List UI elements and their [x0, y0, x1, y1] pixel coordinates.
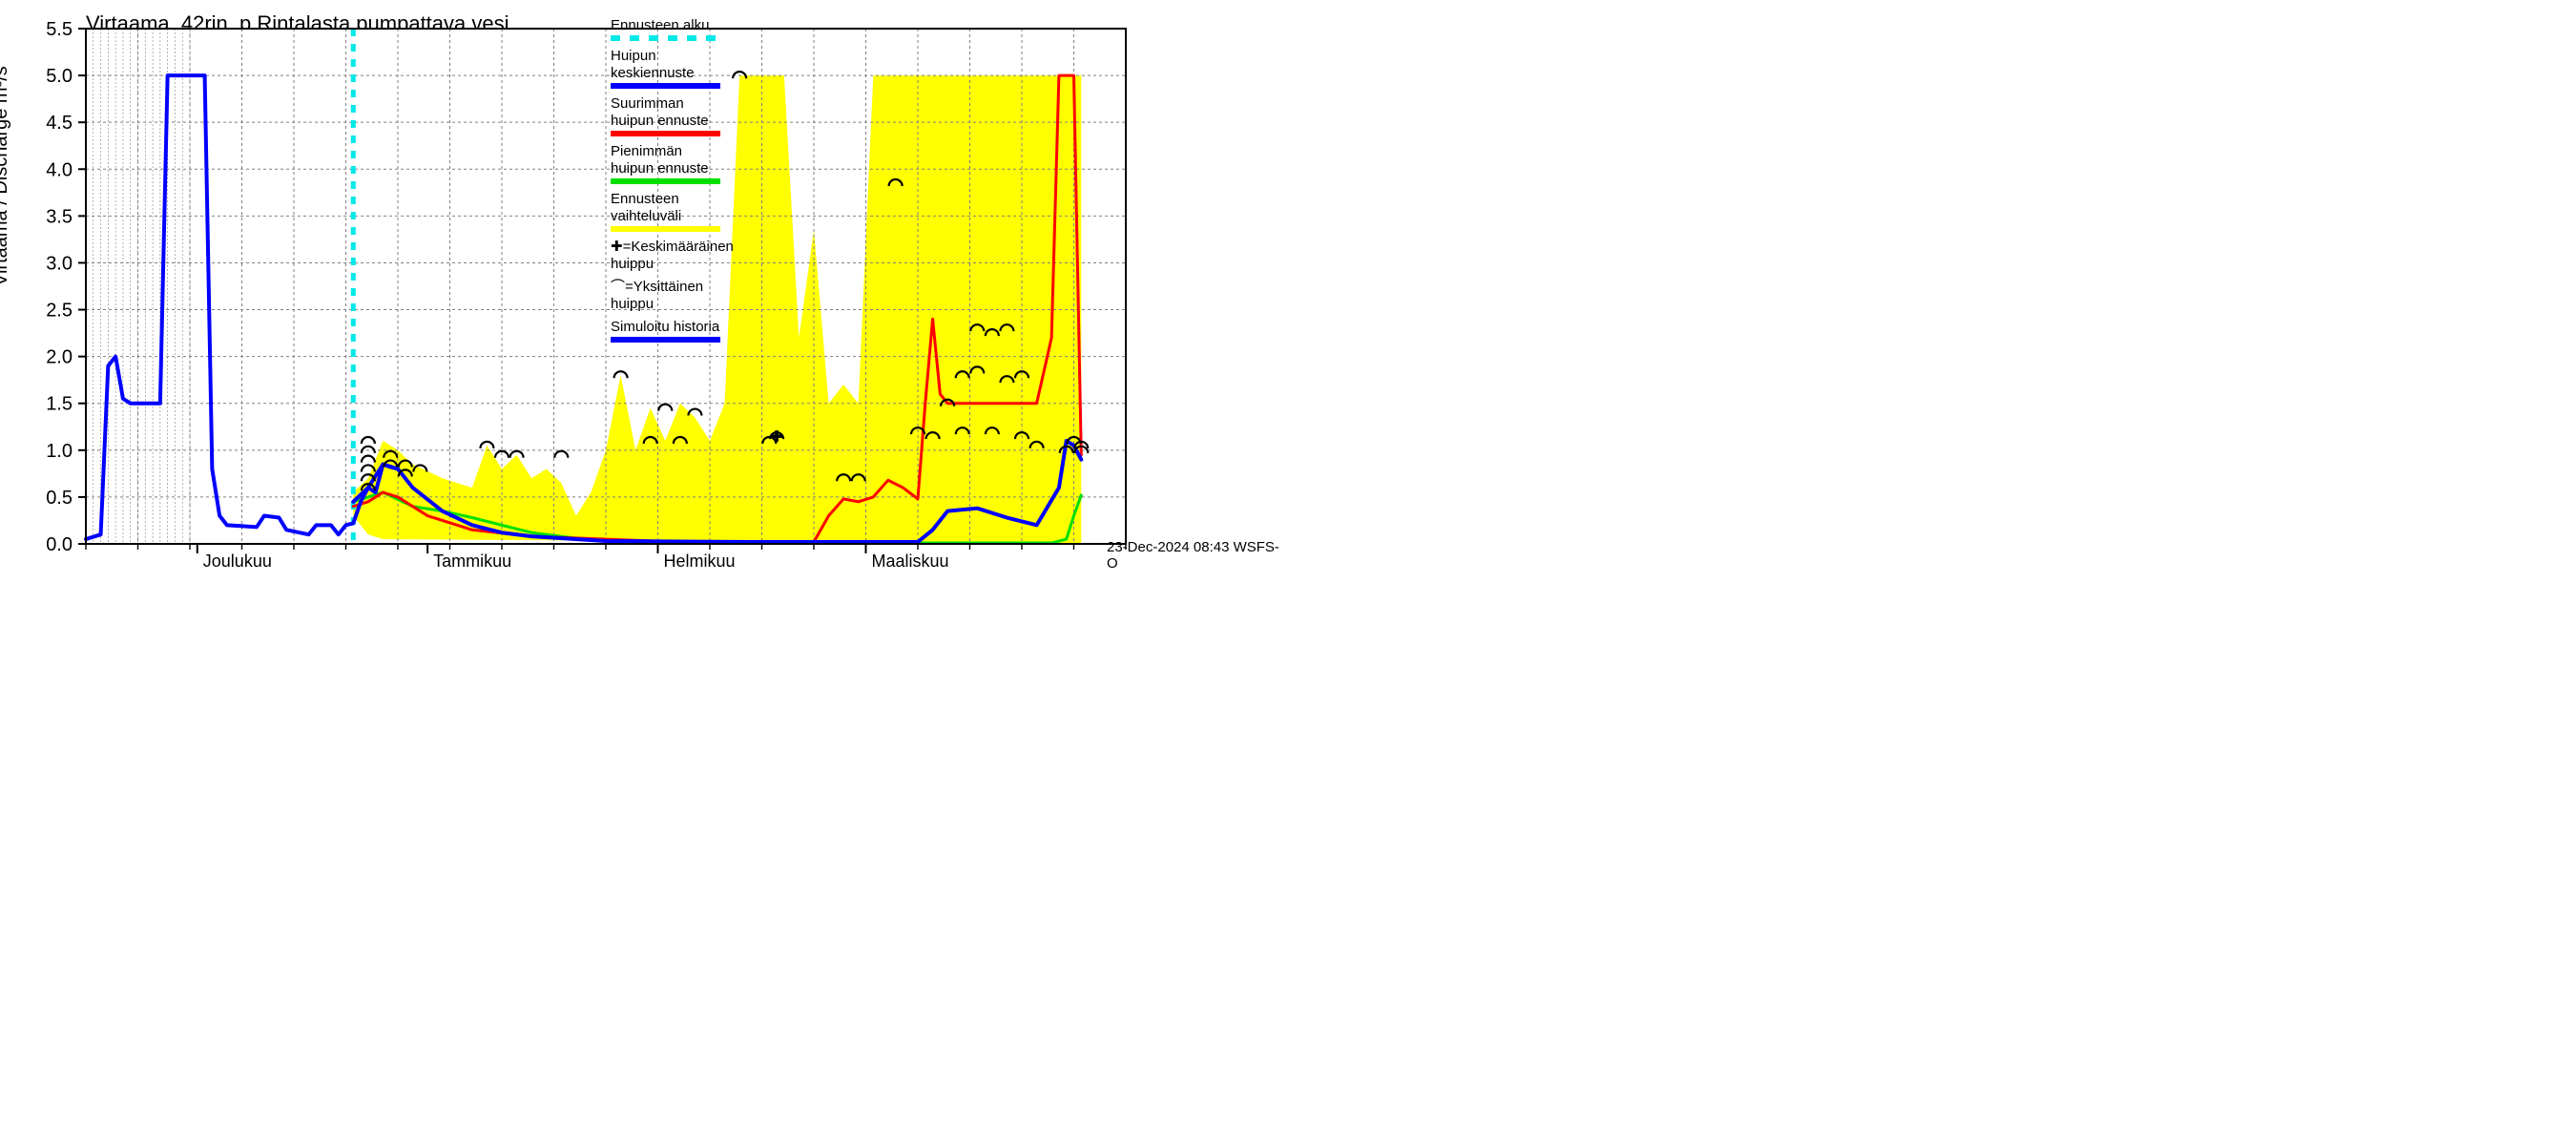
y-tick-label: 1.5 — [46, 394, 73, 415]
legend-swatch — [611, 131, 720, 136]
y-tick-label: 5.5 — [46, 19, 73, 40]
y-tick-label: 4.0 — [46, 159, 73, 180]
legend-text: Ennusteen vaihteluväli — [611, 191, 720, 225]
y-tick-label: 0.0 — [46, 534, 73, 555]
legend-text: Pienimmän huipun ennuste — [611, 143, 720, 177]
legend-swatch — [611, 226, 720, 232]
legend-swatch — [611, 337, 720, 343]
legend: Ennusteen alku Huipun keskiennuste Suurimm… — [611, 17, 720, 349]
y-tick-label: 3.5 — [46, 206, 73, 227]
chart-container: Virtaama, 42rin_p Rintalasta pumpattava … — [0, 0, 1288, 572]
legend-item: Pienimmän huipun ennuste — [611, 143, 720, 184]
x-tick-label: Tammikuu — [433, 552, 511, 571]
x-tick-label: Helmikuu — [664, 552, 736, 571]
x-tick-label: Maaliskuu — [872, 552, 949, 571]
y-tick-label: 4.5 — [46, 113, 73, 134]
footer-timestamp: 23-Dec-2024 08:43 WSFS-O — [1107, 539, 1288, 572]
legend-swatch — [611, 83, 720, 89]
y-tick-label: 1.0 — [46, 441, 73, 462]
y-tick-label: 2.0 — [46, 347, 73, 368]
legend-text: Huipun keskiennuste — [611, 48, 720, 82]
legend-text: Ennusteen alku — [611, 17, 720, 34]
y-tick-label: 5.0 — [46, 66, 73, 87]
x-tick-label: Joulukuu — [203, 552, 272, 571]
y-tick-label: 0.5 — [46, 488, 73, 509]
y-tick-label: 3.0 — [46, 253, 73, 274]
legend-text: Simuloitu historia — [611, 319, 720, 336]
legend-item: Huipun keskiennuste — [611, 48, 720, 89]
legend-item: ⌒=Yksittäinen huippu — [611, 279, 720, 319]
legend-item: Suurimman huipun ennuste — [611, 95, 720, 136]
legend-item: Ennusteen vaihteluväli — [611, 191, 720, 232]
y-tick-label: 2.5 — [46, 301, 73, 322]
legend-text: ⌒=Yksittäinen huippu — [611, 279, 720, 313]
legend-item: ✚=Keskimääräinen huippu — [611, 239, 720, 279]
legend-text: ✚=Keskimääräinen huippu — [611, 239, 720, 273]
legend-swatch — [611, 178, 720, 184]
legend-item: Simuloitu historia — [611, 319, 720, 343]
legend-item: Ennusteen alku — [611, 17, 720, 41]
legend-swatch — [611, 35, 720, 41]
legend-text: Suurimman huipun ennuste — [611, 95, 720, 130]
